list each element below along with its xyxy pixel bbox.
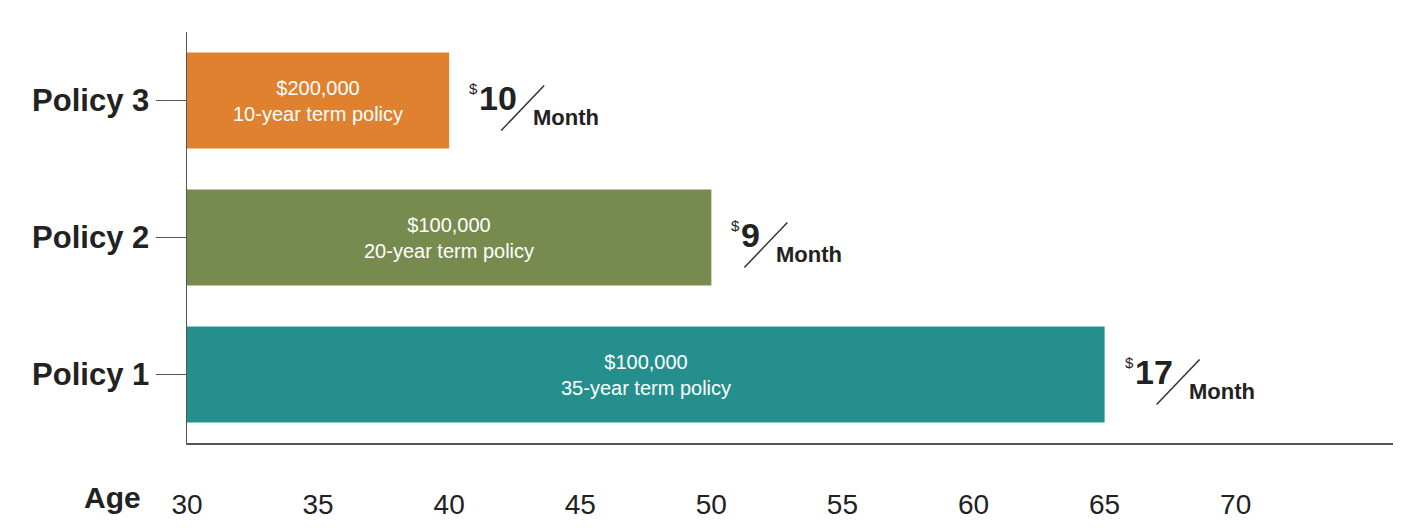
svg-text:60: 60 [958, 489, 989, 520]
svg-text:Policy 1: Policy 1 [32, 357, 149, 392]
svg-text:Policy 2: Policy 2 [32, 220, 149, 255]
svg-text:$: $ [731, 217, 740, 234]
svg-text:Month: Month [776, 242, 842, 267]
svg-text:$: $ [1125, 354, 1134, 371]
svg-text:$: $ [469, 80, 478, 97]
svg-text:$200,00010-year term policy: $200,00010-year term policy [233, 77, 403, 125]
svg-text:Month: Month [1189, 379, 1255, 404]
svg-text:40: 40 [434, 489, 465, 520]
svg-text:$100,00020-year term policy: $100,00020-year term policy [364, 214, 534, 262]
svg-text:30: 30 [171, 489, 202, 520]
svg-text:$100,00035-year term policy: $100,00035-year term policy [561, 351, 731, 399]
svg-text:10: 10 [479, 79, 517, 117]
svg-text:Month: Month [533, 105, 599, 130]
svg-text:50: 50 [696, 489, 727, 520]
svg-text:65: 65 [1089, 489, 1120, 520]
svg-text:35: 35 [303, 489, 334, 520]
svg-text:Policy 3: Policy 3 [32, 83, 149, 118]
svg-text:17: 17 [1135, 353, 1173, 391]
svg-text:70: 70 [1220, 489, 1251, 520]
svg-text:Age: Age [84, 481, 141, 514]
svg-text:9: 9 [741, 216, 760, 254]
svg-text:45: 45 [565, 489, 596, 520]
svg-text:55: 55 [827, 489, 858, 520]
